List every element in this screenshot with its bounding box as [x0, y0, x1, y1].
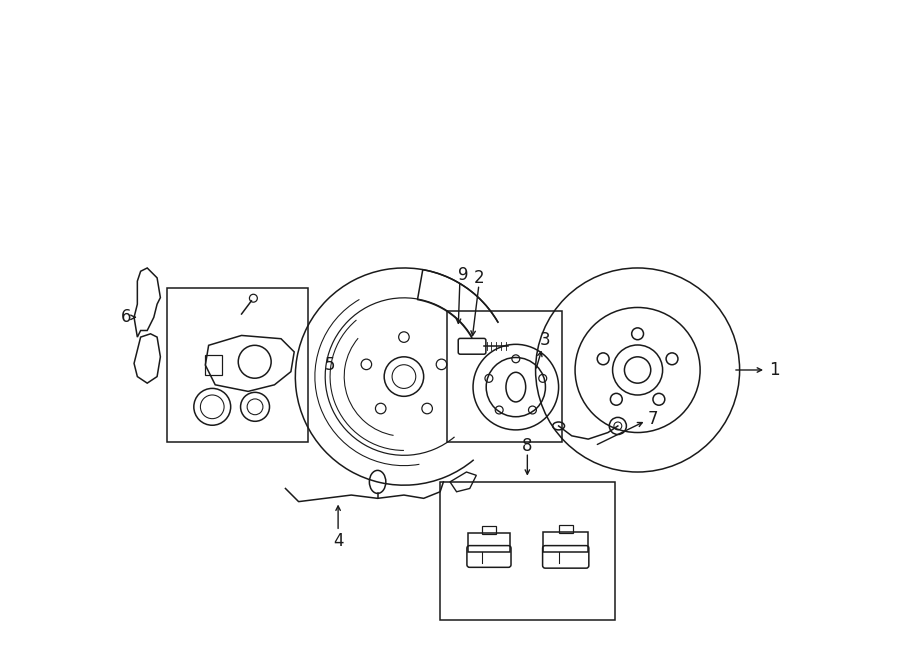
Bar [446, 311, 562, 442]
Bar [482, 526, 496, 534]
Bar [544, 532, 589, 551]
Bar [440, 482, 615, 620]
Text: 8: 8 [522, 437, 533, 455]
Text: 6: 6 [121, 308, 131, 327]
Bar [468, 533, 510, 551]
Text: 3: 3 [539, 330, 550, 349]
Bar [205, 355, 221, 375]
Text: 9: 9 [458, 266, 468, 284]
Text: 1: 1 [770, 361, 780, 379]
Bar [559, 525, 572, 533]
Text: 7: 7 [647, 410, 658, 428]
Text: 5: 5 [325, 356, 336, 374]
Bar [167, 288, 309, 442]
Text: 4: 4 [333, 532, 344, 550]
Text: 2: 2 [473, 269, 484, 287]
